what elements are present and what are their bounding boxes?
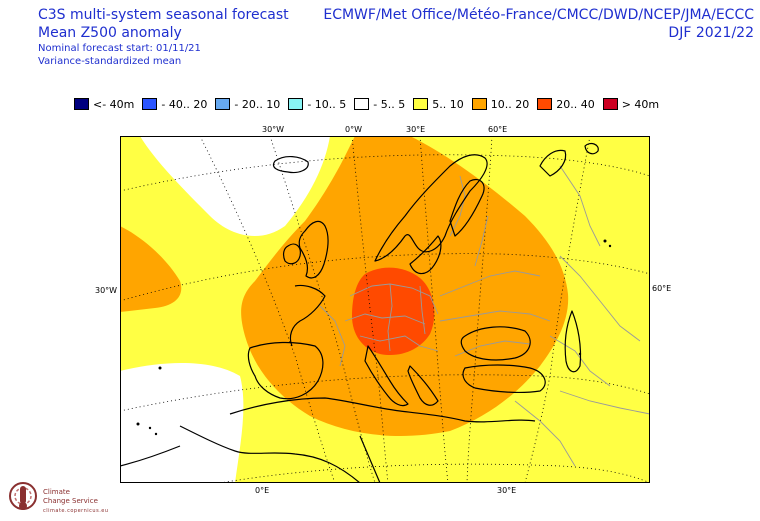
anomaly-10-20-region-west	[120, 226, 182, 312]
method-note: Variance-standardized mean	[38, 56, 182, 67]
legend-swatch	[74, 98, 89, 110]
legend-label: 10.. 20	[490, 97, 530, 111]
legend-item: 20.. 40	[537, 98, 602, 111]
legend-swatch	[537, 98, 553, 110]
lon-label-left: 30°W	[95, 286, 118, 295]
legend-swatch	[471, 98, 487, 110]
lon-label-top: 60°E	[488, 125, 508, 134]
header-right: ECMWF/Met Office/Météo-France/CMCC/DWD/N…	[323, 6, 754, 42]
legend-label: <- 40m	[93, 97, 135, 111]
logo-url: climate.copernicus.eu	[43, 508, 109, 514]
color-legend: <- 40m - 40.. 20 - 20.. 10 - 10.. 5 - 5.…	[74, 96, 667, 112]
map-title: C3S multi-system seasonal forecast	[38, 7, 289, 23]
lon-label-top: 0°W	[345, 125, 362, 134]
legend-swatch	[354, 98, 370, 110]
legend-swatch	[413, 98, 429, 110]
legend-swatch	[215, 98, 231, 110]
header-left: C3S multi-system seasonal forecast Mean …	[38, 6, 289, 68]
legend-item: 10.. 20	[471, 97, 537, 111]
lon-label-top: 30°W	[262, 125, 285, 134]
anomaly-20-40-region	[352, 267, 435, 356]
legend-item: - 40.. 20	[142, 98, 215, 111]
legend-label: - 40.. 20	[161, 97, 208, 111]
country-borders	[319, 165, 650, 467]
logo-name-line2: Change Service	[43, 497, 98, 505]
season-label: DJF 2021/22	[668, 25, 754, 41]
legend-item: - 5.. 5	[354, 98, 413, 111]
legend-label: - 20.. 10	[234, 97, 281, 111]
lon-label-bottom: 0°E	[255, 486, 270, 495]
lon-label-right: 60°E	[652, 284, 672, 293]
lon-label-top: 30°E	[406, 125, 426, 134]
anomaly-neutral-region-nw	[140, 136, 330, 237]
legend-label: > 40m	[621, 97, 660, 111]
legend-label: 20.. 40	[556, 97, 595, 111]
legend-swatch	[288, 98, 304, 110]
legend-item: - 10.. 5	[288, 98, 354, 111]
map-subtitle: Mean Z500 anomaly	[38, 25, 182, 41]
logo-name-line1: Climate	[43, 488, 70, 496]
map-frame	[120, 136, 650, 483]
legend-swatch	[602, 98, 618, 110]
systems-list: ECMWF/Met Office/Météo-France/CMCC/DWD/N…	[323, 7, 754, 23]
copernicus-logo	[9, 482, 37, 510]
legend-label: - 5.. 5	[373, 97, 406, 111]
anomaly-map	[120, 136, 650, 483]
islands	[136, 239, 612, 436]
legend-swatch	[142, 98, 158, 110]
legend-item: 5.. 10	[413, 98, 472, 111]
coastlines	[120, 142, 599, 483]
forecast-start: Nominal forecast start: 01/11/21	[38, 43, 201, 54]
legend-item: > 40m	[602, 97, 667, 111]
legend-label: - 10.. 5	[307, 97, 347, 111]
logo-name: Climate Change Service	[43, 488, 98, 506]
legend-label: 5.. 10	[432, 97, 464, 111]
legend-item: <- 40m	[74, 98, 142, 111]
lon-label-bottom: 30°E	[497, 486, 517, 495]
legend-item: - 20.. 10	[215, 98, 288, 111]
anomaly-neutral-region-sw	[120, 362, 244, 483]
